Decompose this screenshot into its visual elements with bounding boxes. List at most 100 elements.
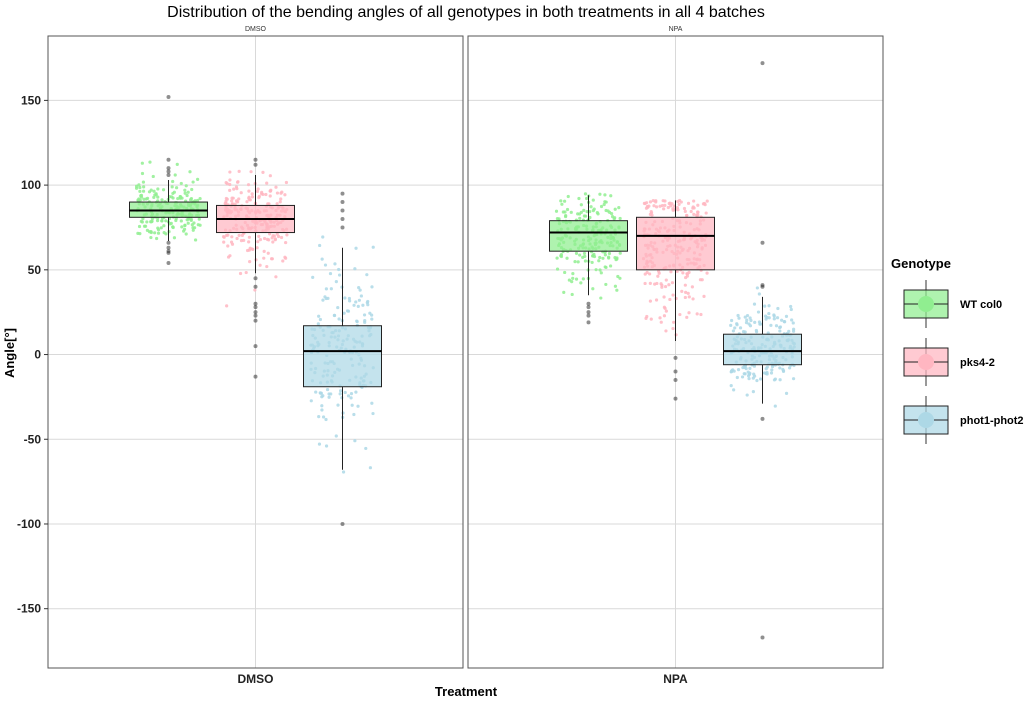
jitter-point: [674, 333, 678, 337]
jitter-point: [228, 188, 232, 192]
jitter-point: [597, 259, 601, 263]
jitter-point: [356, 304, 360, 308]
jitter-point: [751, 376, 755, 380]
jitter-point: [609, 194, 613, 198]
jitter-point: [193, 238, 198, 242]
jitter-point: [137, 224, 142, 229]
jitter-point: [262, 236, 267, 241]
jitter-point: [193, 199, 197, 203]
jitter-point: [775, 316, 780, 320]
jitter-point: [784, 391, 789, 395]
jitter-point: [164, 219, 168, 223]
jitter-point: [230, 196, 234, 200]
jitter-point: [254, 258, 258, 262]
jitter-point: [363, 319, 367, 323]
jitter-point: [365, 273, 369, 277]
outlier-point: [166, 169, 171, 174]
jitter-point: [735, 323, 739, 327]
jitter-point: [237, 233, 241, 237]
outlier-point: [253, 313, 258, 318]
jitter-point: [563, 270, 567, 275]
jitter-point: [321, 298, 325, 302]
jitter-point: [570, 292, 574, 297]
jitter-point: [153, 193, 157, 197]
jitter-point: [581, 255, 585, 259]
jitter-point: [361, 303, 365, 307]
jitter-point: [139, 194, 143, 198]
series-pks4-2: [636, 198, 715, 401]
jitter-point: [224, 180, 228, 185]
jitter-point: [193, 226, 197, 230]
jitter-point: [659, 320, 663, 324]
jitter-point: [178, 196, 182, 200]
jitter-point: [275, 191, 280, 195]
jitter-point: [612, 217, 616, 221]
outlier-point: [586, 320, 591, 325]
jitter-point: [615, 288, 619, 292]
jitter-point: [598, 255, 602, 260]
jitter-point: [184, 184, 188, 188]
jitter-point: [669, 204, 673, 208]
jitter-point: [743, 315, 747, 319]
jitter-point: [167, 230, 171, 234]
jitter-point: [145, 196, 150, 200]
jitter-point: [258, 263, 262, 267]
jitter-point: [767, 316, 771, 320]
jitter-point: [279, 197, 283, 201]
outlier-point: [253, 374, 258, 379]
jitter-point: [370, 285, 374, 289]
jitter-point: [691, 297, 695, 301]
jitter-point: [334, 434, 338, 438]
jitter-point: [352, 412, 356, 417]
jitter-point: [147, 190, 152, 194]
jitter-point: [223, 201, 227, 206]
jitter-point: [671, 293, 675, 297]
outlier-point: [253, 318, 258, 323]
jitter-point: [677, 202, 681, 207]
jitter-point: [311, 275, 315, 279]
jitter-point: [589, 205, 593, 209]
jitter-point: [191, 180, 195, 184]
jitter-point: [183, 223, 187, 228]
jitter-point: [591, 253, 595, 258]
jitter-point: [345, 309, 350, 313]
jitter-point: [692, 199, 696, 203]
jitter-point: [245, 248, 250, 253]
jitter-point: [318, 317, 323, 322]
series-phot1-phot2: [723, 61, 802, 640]
jitter-point: [265, 181, 269, 185]
jitter-point: [692, 212, 696, 216]
jitter-point: [195, 198, 200, 203]
jitter-point: [284, 180, 289, 185]
jitter-point: [675, 269, 679, 274]
jitter-point: [607, 251, 612, 256]
jitter-point: [138, 185, 142, 190]
jitter-point: [704, 211, 708, 215]
jitter-point: [678, 312, 682, 317]
outlier-point: [586, 310, 591, 315]
jitter-point: [162, 231, 166, 235]
jitter-point: [664, 309, 668, 313]
jitter-point: [260, 190, 264, 194]
jitter-point: [664, 329, 668, 333]
jitter-point: [160, 219, 164, 223]
x-axis-label: Treatment: [435, 684, 498, 699]
outlier-point: [166, 172, 171, 177]
jitter-point: [244, 270, 248, 275]
jitter-point: [598, 268, 602, 272]
jitter-point: [151, 174, 155, 179]
jitter-point: [776, 306, 780, 311]
jitter-point: [171, 225, 175, 229]
jitter-point: [136, 198, 140, 202]
jitter-point: [230, 242, 235, 246]
jitter-point: [142, 197, 146, 201]
jitter-point: [745, 393, 749, 397]
jitter-point: [748, 324, 753, 328]
jitter-point: [562, 290, 566, 294]
jitter-point: [149, 235, 153, 240]
jitter-point: [753, 320, 757, 324]
jitter-point: [156, 231, 161, 235]
jitter-point: [334, 280, 338, 284]
jitter-point: [603, 193, 607, 197]
